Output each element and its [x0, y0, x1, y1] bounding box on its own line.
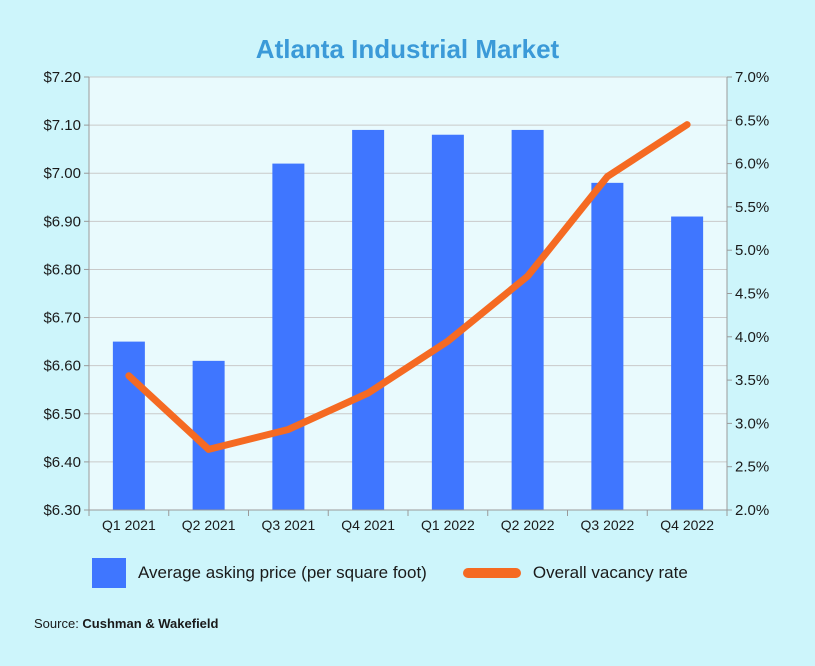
- bar-7: [671, 216, 704, 510]
- bar-6: [591, 182, 624, 510]
- bar-4: [431, 134, 464, 510]
- chart-title: Atlanta Industrial Market: [255, 34, 560, 64]
- axes: $6.30 $6.40 $6.50 $6.60 $6.70 $6.80 $6.90 $7.00…: [43, 69, 769, 533]
- right-tick-label-10: 7.0%: [735, 69, 769, 86]
- x-tick-label-0: Q1 2021: [102, 517, 156, 533]
- right-tick-label-5: 4.5%: [735, 286, 769, 303]
- legend-line-label: Overall vacancy rate: [532, 563, 688, 582]
- legend: Average asking price (per square foot) O…: [92, 556, 724, 590]
- x-tick-label-6: Q3 2022: [581, 517, 635, 533]
- left-tick-label-8: $7.10: [43, 117, 81, 134]
- right-tick-label-0: 2.0%: [735, 502, 769, 519]
- left-tick-label-3: $6.60: [43, 358, 81, 375]
- line-series: [125, 121, 691, 453]
- source-name: Cushman & Wakefield: [82, 616, 219, 631]
- right-tick-label-4: 4.0%: [735, 329, 769, 346]
- left-tick-label-4: $6.70: [43, 310, 81, 327]
- legend-item-bars: Average asking price (per square foot): [92, 558, 427, 588]
- bar-5: [511, 129, 544, 510]
- left-tick-label-9: $7.20: [43, 69, 81, 86]
- plot-area: [89, 77, 727, 510]
- legend-bar-label: Average asking price (per square foot): [138, 563, 427, 582]
- right-tick-label-6: 5.0%: [735, 242, 769, 259]
- x-tick-label-7: Q4 2022: [660, 517, 714, 533]
- left-tick-label-5: $6.80: [43, 261, 81, 278]
- source-prefix: Source:: [34, 616, 83, 631]
- right-tick-label-9: 6.5%: [735, 112, 769, 129]
- left-tick-label-2: $6.50: [43, 406, 81, 423]
- right-tick-label-2: 3.0%: [735, 415, 769, 432]
- x-tick-label-1: Q2 2021: [182, 517, 236, 533]
- bar-2: [272, 163, 305, 510]
- left-tick-label-7: $7.00: [43, 165, 81, 182]
- right-tick-label-1: 2.5%: [735, 459, 769, 476]
- x-tick-label-4: Q1 2022: [421, 517, 475, 533]
- legend-item-line: Overall vacancy rate: [462, 563, 688, 583]
- legend-line-swatch: [462, 568, 521, 578]
- right-tick-label-3: 3.5%: [735, 372, 769, 389]
- bar-3: [352, 129, 385, 510]
- bar-0: [112, 341, 145, 510]
- right-tick-label-8: 6.0%: [735, 156, 769, 173]
- bar-series: [112, 129, 704, 510]
- left-tick-label-0: $6.30: [43, 502, 81, 519]
- left-tick-label-1: $6.40: [43, 454, 81, 471]
- vacancy-line: [125, 121, 691, 453]
- x-tick-label-2: Q3 2021: [262, 517, 316, 533]
- source-note: Source: Cushman & Wakefield: [34, 616, 218, 631]
- left-tick-label-6: $6.90: [43, 213, 81, 230]
- right-tick-label-7: 5.5%: [735, 199, 769, 216]
- x-tick-label-5: Q2 2022: [501, 517, 555, 533]
- legend-bar-swatch: [92, 558, 126, 588]
- x-tick-label-3: Q4 2021: [341, 517, 395, 533]
